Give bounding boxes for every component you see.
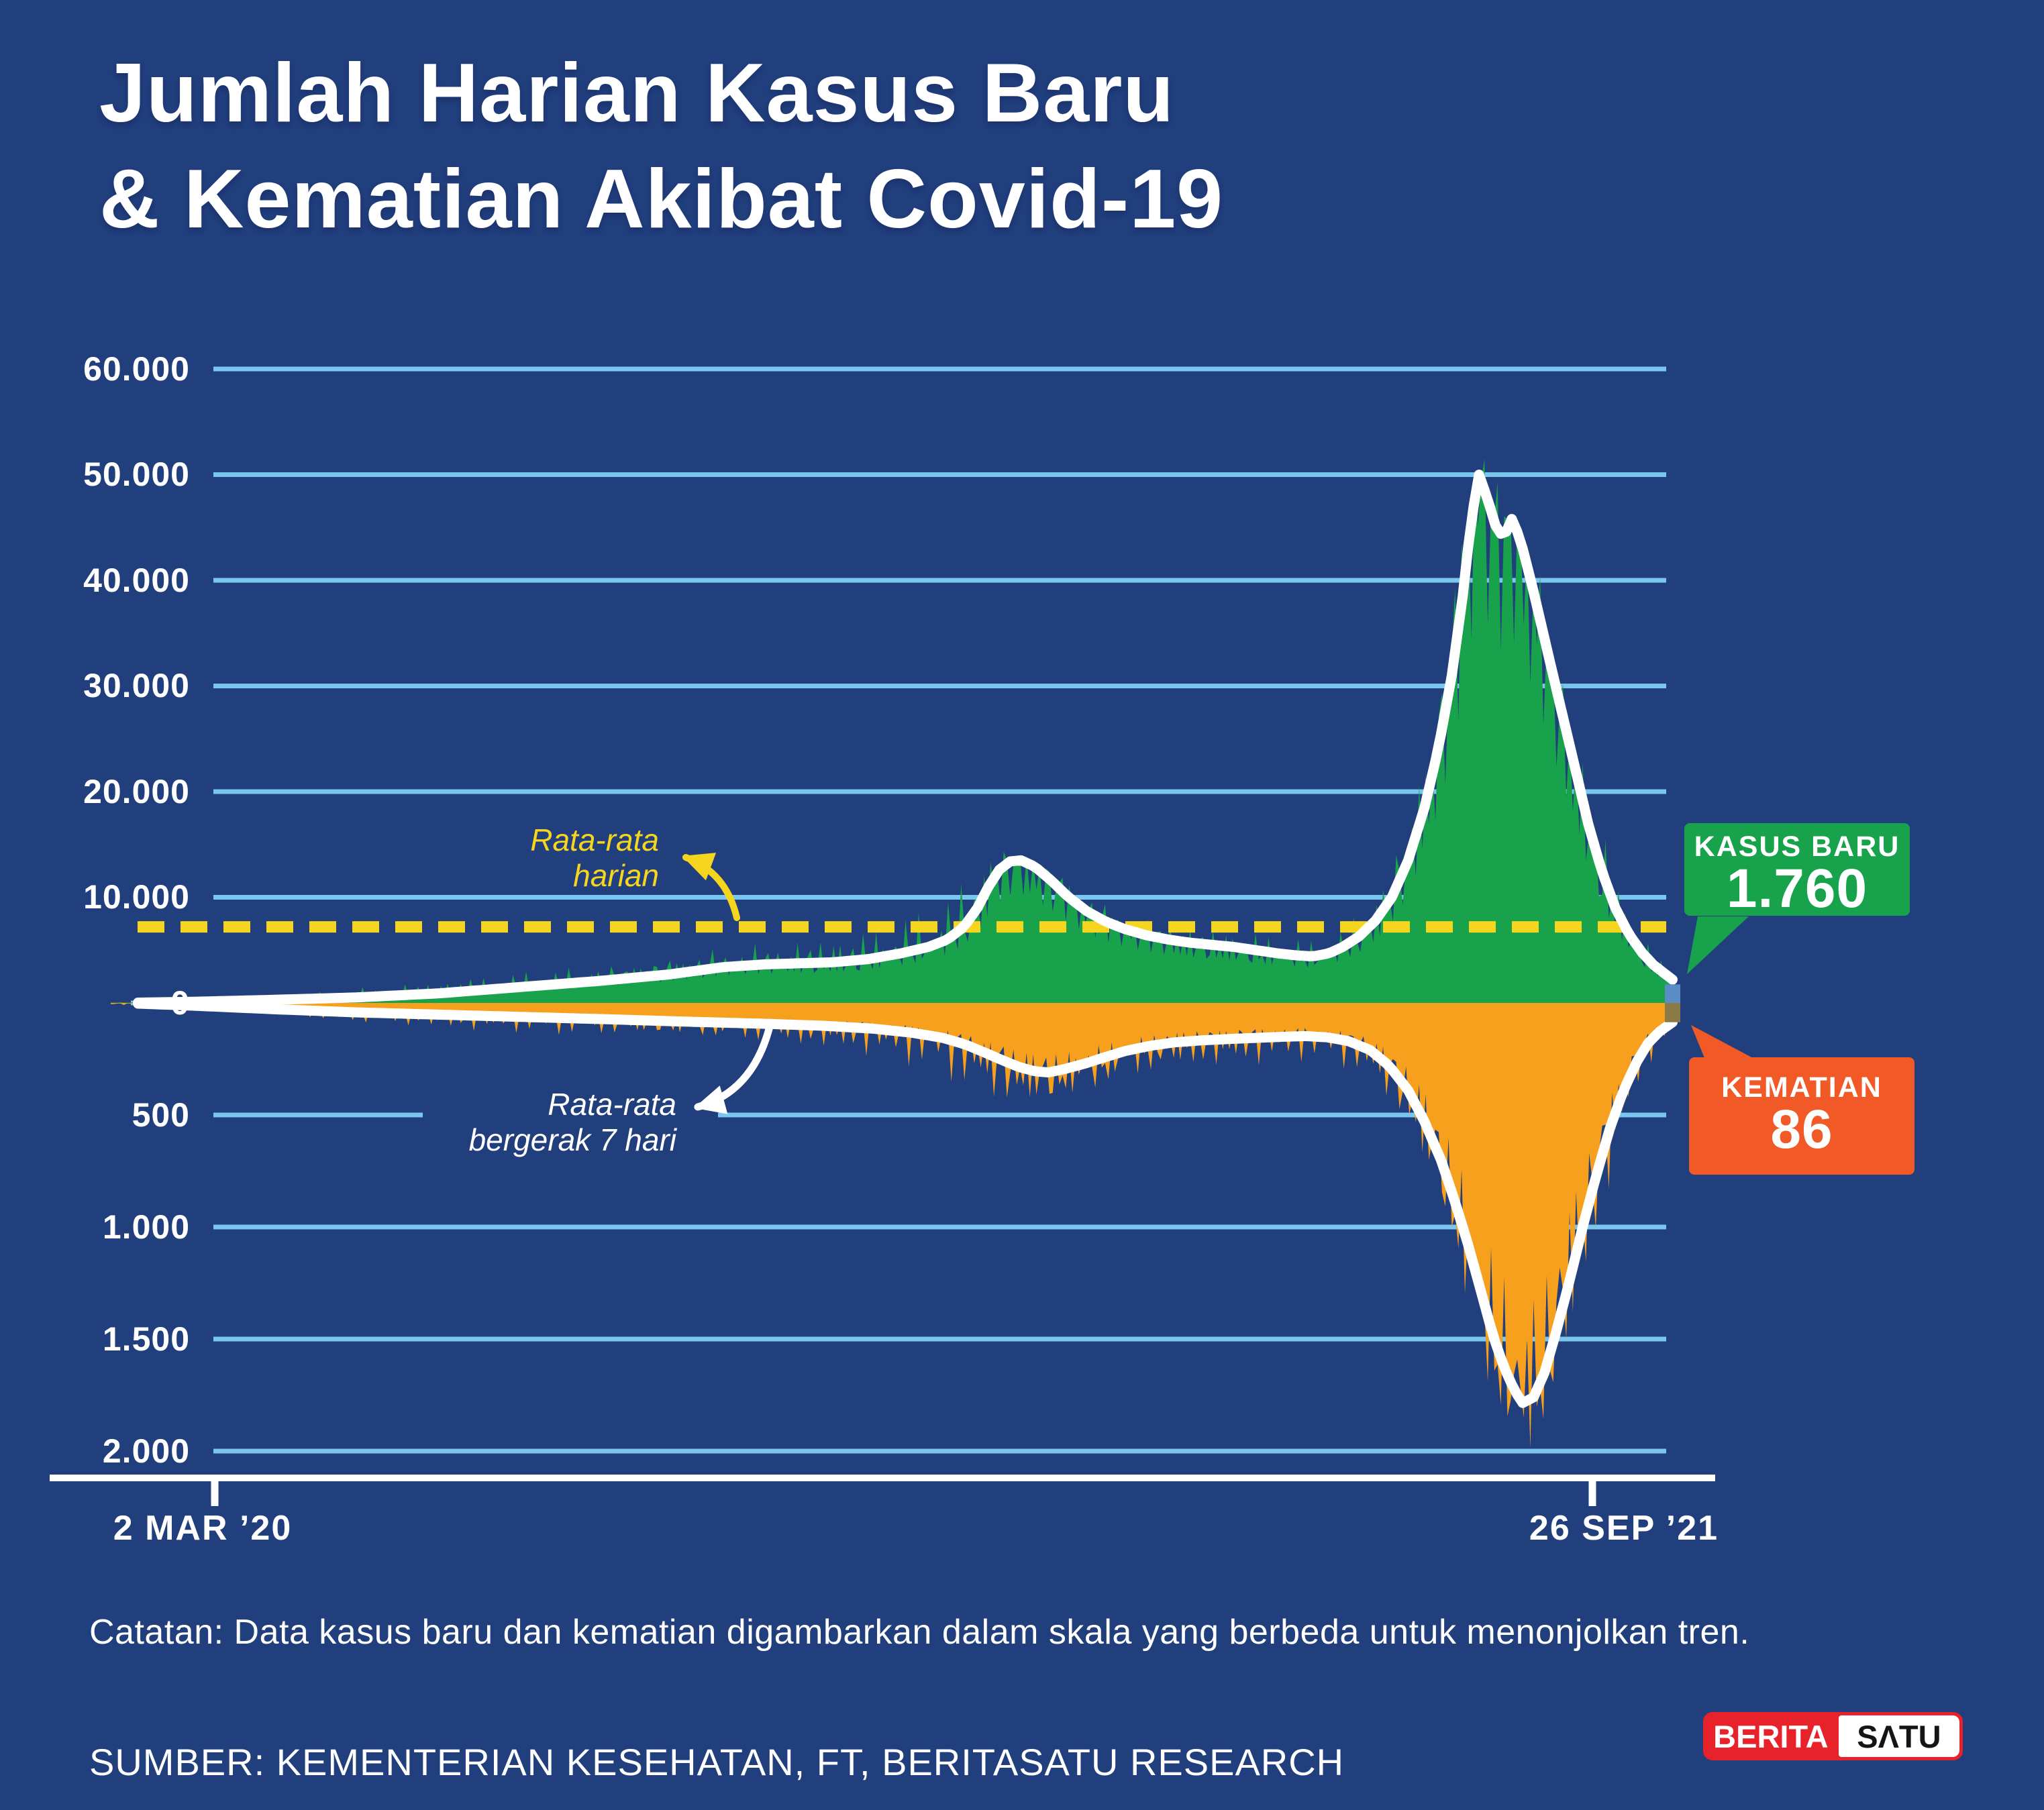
y-label-0: 0	[170, 984, 190, 1022]
source-line: SUMBER: KEMENTERIAN KESEHATAN, FT, BERIT…	[89, 1741, 1345, 1783]
callout-deaths: KEMATIAN 86	[1689, 1057, 1914, 1175]
page-title-line1: Jumlah Harian Kasus Baru	[99, 47, 1175, 140]
y-label-30000: 30.000	[83, 667, 190, 704]
page-title: Jumlah Harian Kasus Baru & Kematian Akib…	[99, 40, 1576, 252]
callout-new-cases: KASUS BARU 1.760	[1684, 823, 1910, 916]
y-label-deaths-1500: 1.500	[102, 1320, 190, 1358]
y-label-60000: 60.000	[83, 350, 190, 388]
y-label-10000: 10.000	[83, 878, 190, 916]
annotation-moving-average-line1: Rata-rata	[548, 1087, 676, 1122]
moving-average-arrow	[694, 1025, 773, 1114]
x-label-start: 2 MAR ’20	[113, 1509, 293, 1548]
callout-new-cases-label: KASUS BARU	[1694, 831, 1900, 863]
deaths-moving-average-line	[133, 998, 1678, 1408]
beritasatu-logo: BERITA SΛTU	[1703, 1712, 1963, 1760]
logo-berita-part: BERITA	[1713, 1718, 1829, 1754]
cases-daily-area	[111, 458, 1673, 1003]
daily-average-arrow	[682, 853, 740, 921]
cases-moving-average-line	[133, 470, 1678, 1008]
y-label-deaths-2000: 2.000	[102, 1432, 190, 1470]
annotation-daily-average-line1: Rata-rata	[530, 822, 659, 857]
y-label-deaths-1000: 1.000	[102, 1208, 190, 1246]
annotation-daily-average-line2: harian	[573, 858, 659, 893]
callout-deaths-value: 86	[1770, 1099, 1833, 1160]
y-label-40000: 40.000	[83, 562, 190, 599]
annotation-moving-average-line2: bergerak 7 hari	[468, 1122, 676, 1157]
deaths-daily-area	[111, 1003, 1673, 1448]
y-label-deaths-500: 500	[132, 1096, 190, 1134]
callout-deaths-tail	[1691, 1025, 1753, 1058]
y-label-50000: 50.000	[83, 456, 190, 493]
callout-new-cases-tail	[1687, 916, 1749, 974]
callout-new-cases-value: 1.760	[1726, 858, 1868, 919]
y-label-20000: 20.000	[83, 773, 190, 810]
annotation-moving-average: Rata-rata bergerak 7 hari	[362, 1087, 676, 1158]
annotation-daily-average: Rata-rata harian	[389, 822, 659, 894]
last-day-cases-highlight-bar	[1665, 984, 1680, 1003]
footnote: Catatan: Data kasus baru dan kematian di…	[89, 1613, 1750, 1652]
last-day-deaths-highlight-bar	[1665, 1003, 1680, 1022]
callout-deaths-label: KEMATIAN	[1721, 1071, 1882, 1104]
page-title-line2: & Kematian Akibat Covid-19	[99, 153, 1224, 246]
x-label-end: 26 SEP ’21	[1529, 1509, 1719, 1548]
logo-satu-part: SΛTU	[1838, 1715, 1959, 1757]
